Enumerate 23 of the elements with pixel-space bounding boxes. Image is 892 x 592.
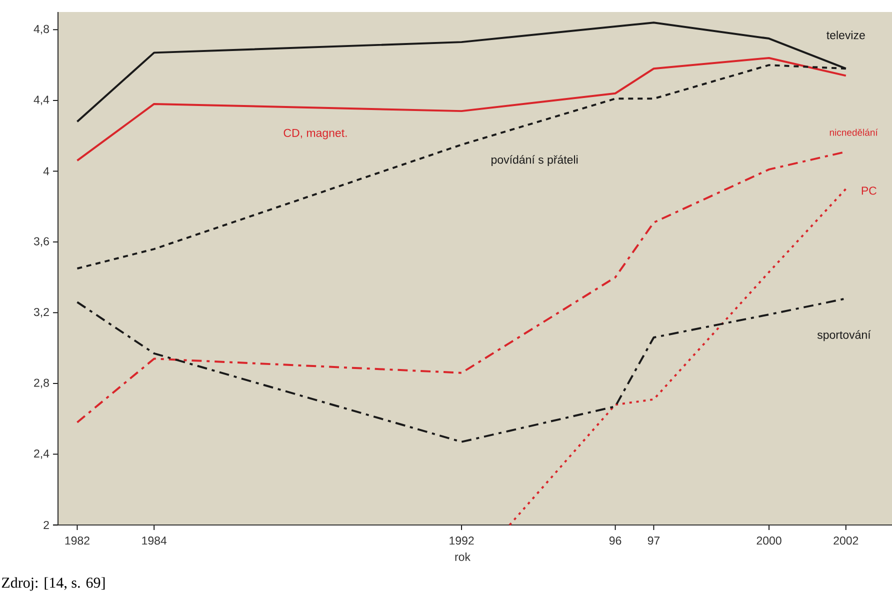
series-label: PC bbox=[862, 186, 876, 195]
y-tick-label: 4,8 bbox=[34, 24, 49, 34]
y-tick-label: 2 bbox=[44, 520, 49, 530]
x-tick-label: 97 bbox=[648, 536, 660, 545]
y-tick-label: 3,2 bbox=[34, 308, 49, 318]
x-tick-label: 1984 bbox=[142, 536, 167, 545]
y-tick-label: 4,4 bbox=[34, 96, 50, 106]
series-label: televize bbox=[826, 30, 865, 40]
x-tick-label: 2000 bbox=[756, 536, 782, 545]
x-tick-label: 96 bbox=[609, 536, 622, 545]
y-tick-label: 4 bbox=[43, 167, 50, 176]
x-tick-label: 1992 bbox=[450, 536, 474, 545]
x-axis-title: rok bbox=[455, 552, 470, 561]
text: sportování bbox=[817, 330, 871, 342]
x-tick-label: 1982 bbox=[65, 536, 90, 545]
text: Zdroj: [14, s. 69] bbox=[2, 577, 105, 591]
text: nicnedělání bbox=[830, 128, 878, 136]
y-tick-label: 3,6 bbox=[34, 237, 49, 247]
y-tick-label: 2,8 bbox=[34, 378, 49, 388]
y-tick-label: 2,4 bbox=[34, 449, 50, 459]
x-tick-label: 2002 bbox=[834, 536, 858, 545]
series-label: povídání s přáteli bbox=[492, 155, 578, 166]
series-label: CD, magnet. bbox=[284, 128, 347, 140]
